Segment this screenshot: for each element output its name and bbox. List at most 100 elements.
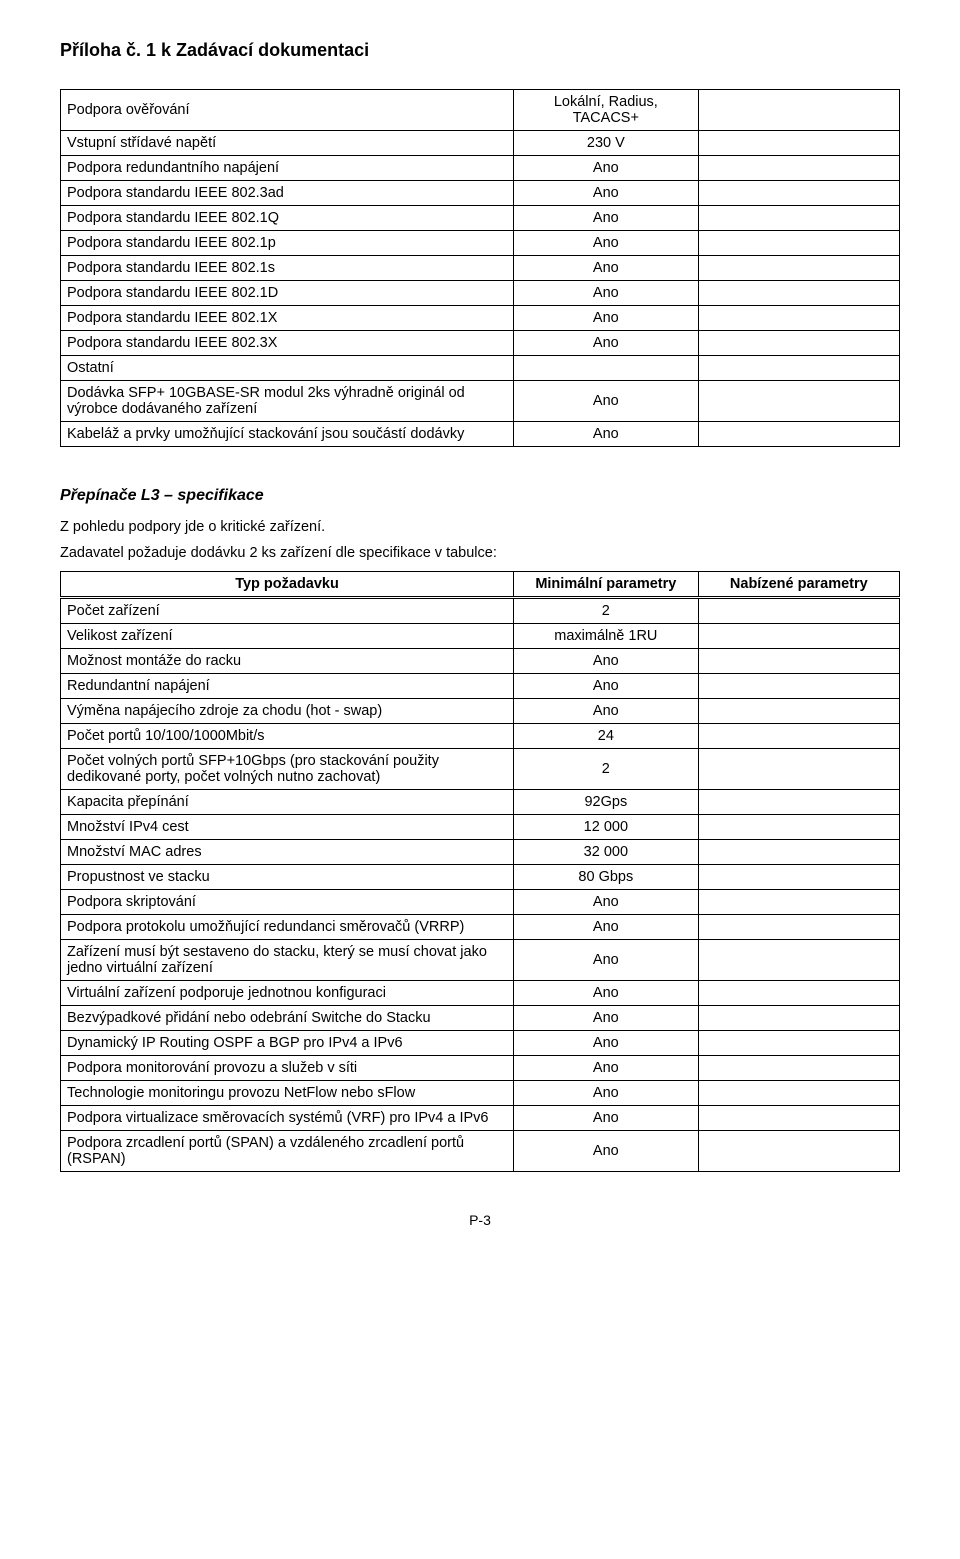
table-row: Propustnost ve stacku80 Gbps bbox=[61, 865, 900, 890]
row-label: Technologie monitoringu provozu NetFlow … bbox=[61, 1081, 514, 1106]
row-empty bbox=[698, 381, 899, 422]
row-label: Podpora standardu IEEE 802.1D bbox=[61, 281, 514, 306]
table-row: Dodávka SFP+ 10GBASE-SR modul 2ks výhrad… bbox=[61, 381, 900, 422]
row-label: Podpora redundantního napájení bbox=[61, 156, 514, 181]
header-col-3: Nabízené parametry bbox=[698, 572, 899, 598]
row-empty bbox=[698, 790, 899, 815]
table-row: Zařízení musí být sestaveno do stacku, k… bbox=[61, 940, 900, 981]
table-row: Podpora standardu IEEE 802.1DAno bbox=[61, 281, 900, 306]
row-label: Propustnost ve stacku bbox=[61, 865, 514, 890]
row-label: Vstupní střídavé napětí bbox=[61, 131, 514, 156]
row-value: Lokální, Radius, TACACS+ bbox=[514, 90, 699, 131]
row-label: Virtuální zařízení podporuje jednotnou k… bbox=[61, 981, 514, 1006]
row-empty bbox=[698, 865, 899, 890]
row-label: Počet zařízení bbox=[61, 598, 514, 624]
table-1: Podpora ověřováníLokální, Radius, TACACS… bbox=[60, 89, 900, 447]
row-empty bbox=[698, 1006, 899, 1031]
row-empty bbox=[698, 281, 899, 306]
table-2: Typ požadavku Minimální parametry Nabíze… bbox=[60, 571, 900, 1172]
row-empty bbox=[698, 724, 899, 749]
row-value: Ano bbox=[514, 940, 699, 981]
row-label: Podpora standardu IEEE 802.1s bbox=[61, 256, 514, 281]
section-text-2: Zadavatel požaduje dodávku 2 ks zařízení… bbox=[60, 545, 900, 561]
row-label: Podpora zrcadlení portů (SPAN) a vzdálen… bbox=[61, 1131, 514, 1172]
row-empty bbox=[698, 749, 899, 790]
row-label: Podpora standardu IEEE 802.1X bbox=[61, 306, 514, 331]
section-heading-l3: Přepínače L3 – specifikace bbox=[60, 487, 900, 505]
row-label: Podpora standardu IEEE 802.1Q bbox=[61, 206, 514, 231]
row-label: Kapacita přepínání bbox=[61, 790, 514, 815]
row-empty bbox=[698, 915, 899, 940]
row-value: Ano bbox=[514, 649, 699, 674]
row-value: Ano bbox=[514, 915, 699, 940]
row-label: Podpora standardu IEEE 802.1p bbox=[61, 231, 514, 256]
row-empty bbox=[698, 981, 899, 1006]
table-row: Vstupní střídavé napětí230 V bbox=[61, 131, 900, 156]
row-value: 80 Gbps bbox=[514, 865, 699, 890]
row-label: Ostatní bbox=[61, 356, 514, 381]
row-label: Zařízení musí být sestaveno do stacku, k… bbox=[61, 940, 514, 981]
row-value: Ano bbox=[514, 281, 699, 306]
row-value: Ano bbox=[514, 331, 699, 356]
row-value: Ano bbox=[514, 256, 699, 281]
row-value: Ano bbox=[514, 674, 699, 699]
row-empty bbox=[698, 598, 899, 624]
table-row: Podpora skriptováníAno bbox=[61, 890, 900, 915]
row-label: Dodávka SFP+ 10GBASE-SR modul 2ks výhrad… bbox=[61, 381, 514, 422]
row-value: 230 V bbox=[514, 131, 699, 156]
row-label: Podpora standardu IEEE 802.3ad bbox=[61, 181, 514, 206]
row-label: Velikost zařízení bbox=[61, 624, 514, 649]
table-row: Ostatní bbox=[61, 356, 900, 381]
table-row: Množství MAC adres32 000 bbox=[61, 840, 900, 865]
row-value: Ano bbox=[514, 381, 699, 422]
row-empty bbox=[698, 90, 899, 131]
row-value: Ano bbox=[514, 181, 699, 206]
row-value: Ano bbox=[514, 981, 699, 1006]
row-value: Ano bbox=[514, 1006, 699, 1031]
table-row: Podpora monitorování provozu a služeb v … bbox=[61, 1056, 900, 1081]
row-empty bbox=[698, 1106, 899, 1131]
row-empty bbox=[698, 1031, 899, 1056]
table-row: Podpora standardu IEEE 802.1pAno bbox=[61, 231, 900, 256]
row-empty bbox=[698, 231, 899, 256]
row-empty bbox=[698, 331, 899, 356]
table-row: Dynamický IP Routing OSPF a BGP pro IPv4… bbox=[61, 1031, 900, 1056]
row-label: Počet portů 10/100/1000Mbit/s bbox=[61, 724, 514, 749]
row-value: 32 000 bbox=[514, 840, 699, 865]
table-row: Výměna napájecího zdroje za chodu (hot -… bbox=[61, 699, 900, 724]
table-row: Podpora virtualizace směrovacích systémů… bbox=[61, 1106, 900, 1131]
row-empty bbox=[698, 1056, 899, 1081]
table-row: Podpora ověřováníLokální, Radius, TACACS… bbox=[61, 90, 900, 131]
row-label: Podpora virtualizace směrovacích systémů… bbox=[61, 1106, 514, 1131]
row-label: Podpora monitorování provozu a služeb v … bbox=[61, 1056, 514, 1081]
page-number: P-3 bbox=[60, 1212, 900, 1228]
header-col-1: Typ požadavku bbox=[61, 572, 514, 598]
table-row: Kabeláž a prvky umožňující stackování js… bbox=[61, 422, 900, 447]
row-empty bbox=[698, 1081, 899, 1106]
row-empty bbox=[698, 131, 899, 156]
row-empty bbox=[698, 840, 899, 865]
row-label: Redundantní napájení bbox=[61, 674, 514, 699]
table-header: Typ požadavku Minimální parametry Nabíze… bbox=[61, 572, 900, 598]
header-col-2: Minimální parametry bbox=[514, 572, 699, 598]
page-title: Příloha č. 1 k Zadávací dokumentaci bbox=[60, 40, 900, 61]
table-row: Podpora standardu IEEE 802.1QAno bbox=[61, 206, 900, 231]
section-text-1: Z pohledu podpory jde o kritické zařízen… bbox=[60, 519, 900, 535]
row-value: 2 bbox=[514, 598, 699, 624]
row-value: Ano bbox=[514, 206, 699, 231]
row-label: Kabeláž a prvky umožňující stackování js… bbox=[61, 422, 514, 447]
row-value: maximálně 1RU bbox=[514, 624, 699, 649]
table-row: Kapacita přepínání92Gps bbox=[61, 790, 900, 815]
table-row: Podpora standardu IEEE 802.1sAno bbox=[61, 256, 900, 281]
table-row: Bezvýpadkové přidání nebo odebrání Switc… bbox=[61, 1006, 900, 1031]
row-empty bbox=[698, 674, 899, 699]
row-label: Podpora standardu IEEE 802.3X bbox=[61, 331, 514, 356]
row-label: Bezvýpadkové přidání nebo odebrání Switc… bbox=[61, 1006, 514, 1031]
row-value: 12 000 bbox=[514, 815, 699, 840]
table-row: Podpora standardu IEEE 802.3XAno bbox=[61, 331, 900, 356]
table-row: Virtuální zařízení podporuje jednotnou k… bbox=[61, 981, 900, 1006]
row-empty bbox=[698, 940, 899, 981]
row-value: Ano bbox=[514, 1106, 699, 1131]
table-row: Počet zařízení2 bbox=[61, 598, 900, 624]
table-row: Počet volných portů SFP+10Gbps (pro stac… bbox=[61, 749, 900, 790]
